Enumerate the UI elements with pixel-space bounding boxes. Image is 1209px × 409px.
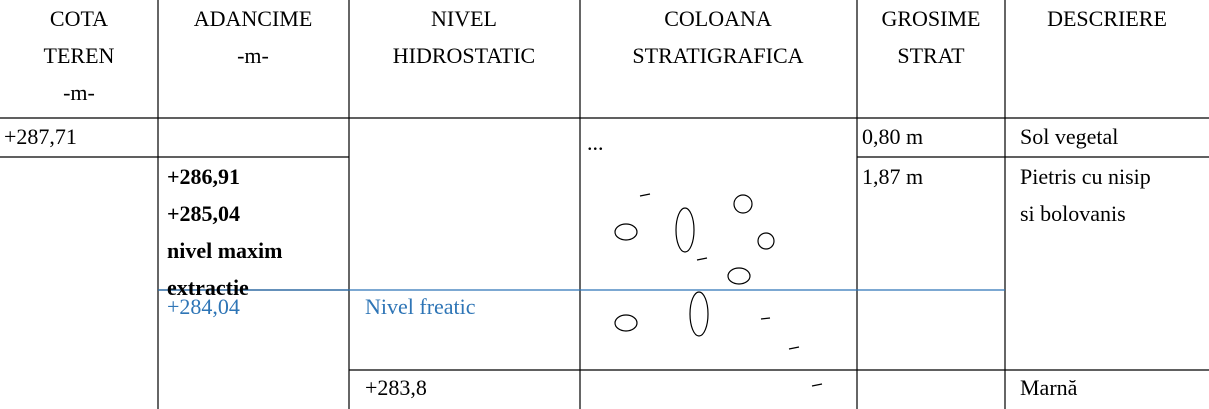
header-cell: -m- — [237, 43, 269, 68]
header-cell: COLOANA — [664, 6, 772, 31]
cell: 1,87 m — [862, 164, 923, 189]
cell: Pietris cu nisip — [1020, 164, 1151, 189]
cell: +283,8 — [365, 375, 427, 400]
header-cell: DESCRIERE — [1047, 6, 1167, 31]
header-cell: NIVEL — [431, 6, 497, 31]
header-cell: -m- — [63, 80, 95, 105]
header-cell: STRAT — [897, 43, 965, 68]
header-cell: COTA — [50, 6, 108, 31]
cell: 0,80 m — [862, 124, 923, 149]
header-cell: HIDROSTATIC — [393, 43, 535, 68]
cell: ... — [587, 130, 604, 155]
cell: Nivel freatic — [365, 294, 476, 319]
header-cell: GROSIME — [881, 6, 980, 31]
cell: +286,91 — [167, 164, 240, 189]
cell: +287,71 — [4, 124, 77, 149]
cell: Sol vegetal — [1020, 124, 1118, 149]
cell: extractie — [167, 275, 249, 300]
cell: nivel maxim — [167, 238, 283, 263]
cell: +284,04 — [167, 294, 240, 319]
header-cell: TEREN — [44, 43, 115, 68]
cell: +285,04 — [167, 201, 240, 226]
header-cell: ADANCIME — [194, 6, 313, 31]
cell: si bolovanis — [1020, 201, 1126, 226]
header-cell: STRATIGRAFICA — [632, 43, 803, 68]
cell: Marnă — [1020, 375, 1078, 400]
strata-sketch — [614, 193, 823, 387]
